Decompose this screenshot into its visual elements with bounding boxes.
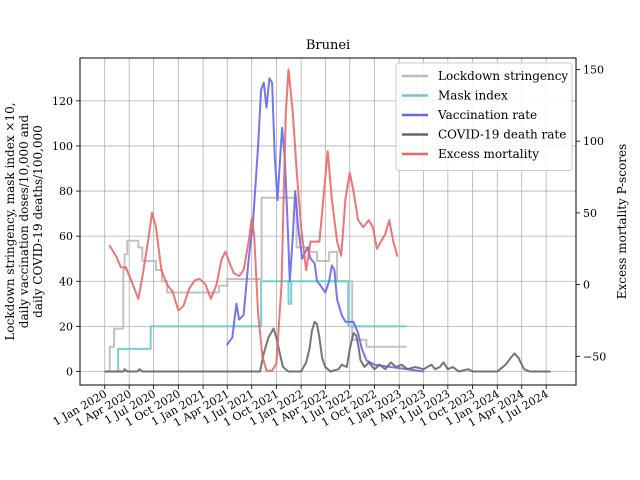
y-tick-label-right: 50 xyxy=(583,207,597,220)
plot-frame xyxy=(79,57,577,386)
y-axis-label-line: Lockdown stringency, mask index ×10, xyxy=(3,102,17,340)
legend-entry: Lockdown stringency xyxy=(438,69,568,83)
y-tick-label-left: 80 xyxy=(59,185,73,198)
y-tick-label-right: 0 xyxy=(583,279,590,292)
y-tick-label-left: 100 xyxy=(52,140,73,153)
legend-entry: COVID-19 death rate xyxy=(438,128,566,142)
y-tick-label-left: 0 xyxy=(66,365,73,378)
series-line-lockdown-stringency xyxy=(104,196,407,373)
y-tick-label-right: −50 xyxy=(583,350,606,363)
y-tick-label-left: 40 xyxy=(59,275,73,288)
y-tick-label-left: 120 xyxy=(52,95,73,108)
series-line-mask-index xyxy=(104,280,407,373)
legend: Lockdown stringency Mask index Vaccination… xyxy=(395,62,573,171)
series-line-vaccination-rate xyxy=(226,77,425,373)
legend-entry: Mask index xyxy=(438,89,508,103)
chart-title: Brunei xyxy=(306,38,350,53)
y-tick-label-right: 100 xyxy=(583,135,604,148)
legend-entry: Vaccination rate xyxy=(437,108,537,122)
series-lines xyxy=(104,68,551,373)
y-axis-label-line: daily COVID-19 deaths/100,000 xyxy=(31,125,45,318)
y-tick-label-right: 150 xyxy=(583,63,604,76)
y-tick-label-left: 20 xyxy=(59,320,73,333)
y-tick-label-left: 60 xyxy=(59,230,73,243)
legend-entry: Excess mortality xyxy=(438,147,539,161)
y-axis-label-right: Excess mortality P-scores xyxy=(615,144,629,299)
y-axis-label-left: Lockdown stringency, mask index ×10, dail… xyxy=(3,102,45,340)
y-axis-label-line: daily vaccination doses/10,000 and xyxy=(17,115,31,329)
grid xyxy=(80,58,576,385)
legend-box xyxy=(395,62,573,171)
series-line-excess-mortality xyxy=(108,68,399,372)
series-line-covid-19-death-rate xyxy=(104,320,551,373)
